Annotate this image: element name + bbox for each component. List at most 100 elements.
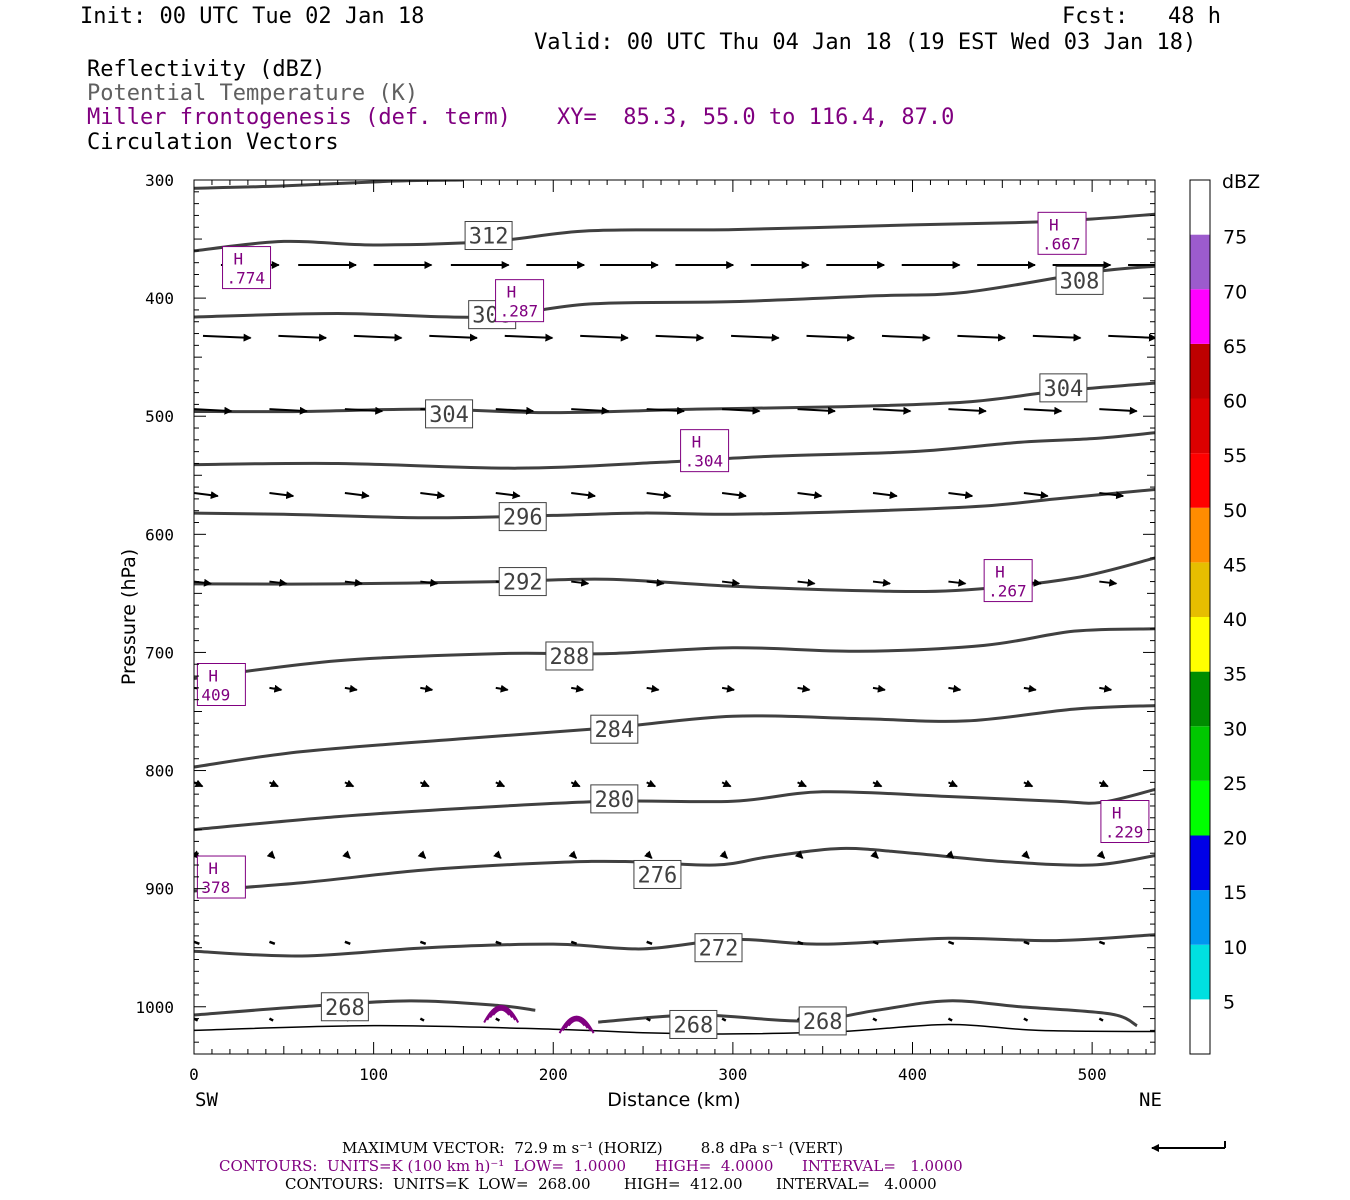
circulation-vector	[495, 684, 509, 693]
circulation-vector	[957, 333, 1007, 342]
circulation-vector	[266, 850, 276, 859]
circulation-vector	[570, 940, 578, 945]
circulation-vector	[881, 333, 931, 342]
contour-label: 284	[594, 718, 634, 743]
circulation-vector	[1023, 940, 1030, 945]
circulation-vector	[495, 1017, 501, 1022]
circulation-vector	[268, 1017, 274, 1022]
frontogenesis-max-label: H	[1049, 215, 1059, 234]
theta-contour-300	[194, 431, 1155, 470]
circulation-vector	[1023, 491, 1049, 500]
y-tick-label: 600	[145, 525, 174, 544]
frontogenesis-max-box	[1037, 211, 1087, 255]
circulation-vector	[495, 406, 535, 415]
frontogenesis-max-box	[196, 663, 246, 707]
theta-contour-316	[194, 180, 464, 190]
circulation-vector	[1096, 850, 1106, 859]
circulation-vector	[420, 578, 439, 587]
circulation-vector	[580, 333, 629, 342]
circulation-vector	[269, 406, 308, 415]
frontogenesis-max-label: H	[507, 283, 517, 302]
circulation-vector	[344, 684, 358, 693]
circulation-vector	[872, 940, 879, 945]
circulation-vector	[643, 850, 653, 859]
circulation-vector	[872, 684, 886, 693]
theta-contour-272	[194, 933, 1155, 958]
y-tick-label: 1000	[135, 998, 174, 1017]
circulation-vector	[872, 779, 883, 788]
colorbar-segment	[1190, 289, 1210, 344]
colorbar-level-label: 20	[1223, 828, 1247, 850]
circulation-vector	[872, 406, 912, 415]
contour-label-box	[590, 784, 639, 814]
colorbar-level-label: 75	[1223, 227, 1247, 249]
x-tick-label: 300	[718, 1065, 747, 1084]
frontogenesis-max-label: H	[1112, 804, 1122, 823]
colorbar-segment	[1190, 835, 1210, 891]
x-tick-label: 100	[359, 1065, 388, 1084]
frontogenesis-max-value: .667	[1042, 234, 1081, 253]
circulation-vector	[420, 684, 434, 693]
frontogenesis-max-value: .304	[685, 452, 724, 471]
contour-label-box	[798, 1006, 847, 1036]
circulation-vector	[947, 1017, 953, 1022]
circulation-vector	[344, 406, 384, 415]
theta-contour-268	[194, 999, 536, 1017]
frontogenesis-max-label: H	[208, 859, 218, 878]
frontogenesis-max-box	[983, 559, 1033, 603]
frontogenesis-contour	[483, 1005, 520, 1023]
colorbar-level-label: 50	[1223, 500, 1247, 522]
contour-label: 268	[803, 1010, 843, 1035]
circulation-vector	[1099, 684, 1113, 693]
frontogenesis-max-box	[222, 246, 272, 290]
circulation-vector	[417, 850, 427, 859]
colorbar-segment	[1190, 890, 1210, 945]
circulation-vector	[794, 850, 804, 859]
circulation-vector	[269, 684, 283, 693]
colorbar-segment	[1190, 343, 1210, 399]
contours-black-text: CONTOURS: UNITS=K LOW= 268.00 HIGH= 412.…	[285, 1175, 937, 1193]
circulation-vector	[278, 333, 328, 342]
circulation-vector	[872, 491, 898, 500]
colorbar-segment	[1190, 617, 1210, 672]
y-tick-label: 500	[145, 407, 174, 426]
y-tick-label: 800	[145, 762, 174, 781]
circulation-vector	[194, 940, 200, 945]
circulation-vector	[269, 779, 279, 788]
contour-label-box	[425, 399, 474, 429]
circulation-vector	[194, 779, 204, 788]
circulation-vector	[1023, 406, 1063, 415]
circulation-vector	[1032, 333, 1082, 342]
frontogenesis-contour	[558, 1015, 595, 1034]
circulation-vector	[269, 940, 276, 945]
circulation-vector	[1023, 684, 1037, 693]
colorbar-level-label: 15	[1223, 882, 1247, 904]
theta-contour-296	[194, 487, 1155, 520]
circulation-vector	[721, 1017, 727, 1022]
y-tick-label: 300	[145, 171, 174, 190]
colorbar-unit: dBZ	[1222, 171, 1260, 193]
circulation-vector	[948, 684, 962, 693]
contours-purple-text: CONTOURS: UNITS=K (100 km h)⁻¹ LOW= 1.00…	[219, 1157, 963, 1175]
colorbar-frame	[1189, 179, 1211, 1055]
circulation-vector	[1023, 779, 1034, 788]
contour-label-box	[633, 859, 682, 889]
x-end-right-label: NE	[1139, 1089, 1162, 1111]
circulation-vector	[419, 779, 430, 788]
y-tick-label: 900	[145, 880, 174, 899]
field-theta: Potential Temperature (K)	[87, 81, 419, 106]
circulation-vector	[504, 333, 554, 342]
contour-label: 292	[503, 571, 543, 596]
circulation-vector	[1021, 850, 1030, 859]
circulation-vector	[570, 779, 581, 788]
contour-label: 308	[1060, 269, 1100, 294]
colorbar-level-label: 35	[1223, 664, 1247, 686]
contour-label-box	[1039, 373, 1088, 403]
circulation-vector	[1098, 779, 1109, 788]
colorbar-level-label: 10	[1223, 937, 1247, 959]
circulation-vector	[353, 333, 403, 342]
circulation-vector	[493, 850, 502, 859]
valid-time: Valid: 00 UTC Thu 04 Jan 18 (19 EST Wed …	[534, 30, 1197, 55]
colorbar-level-label: 55	[1223, 445, 1247, 467]
